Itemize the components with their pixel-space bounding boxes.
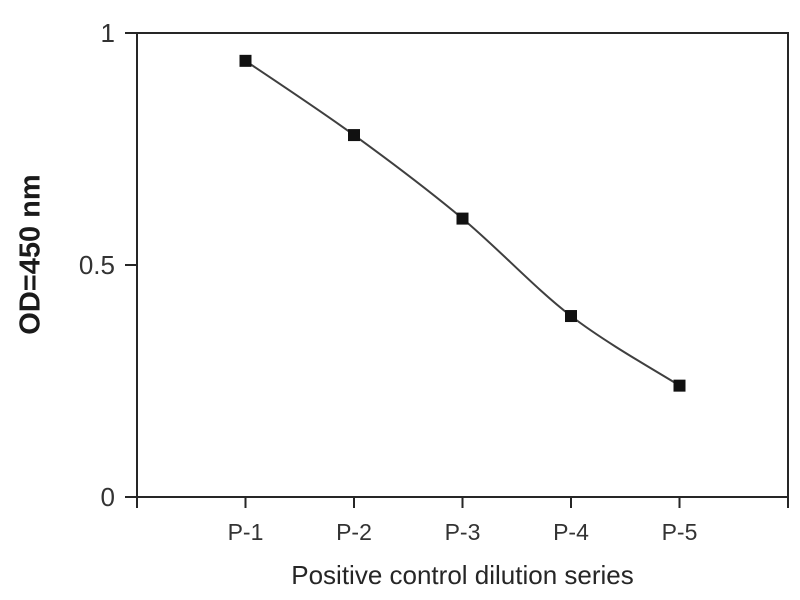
data-point-marker [673, 379, 686, 392]
x-axis-title: Positive control dilution series [291, 560, 634, 590]
y-tick-label: 0 [101, 482, 115, 512]
data-point-marker [565, 310, 577, 323]
x-tick-label: P-1 [228, 519, 264, 545]
data-point-marker [456, 212, 469, 225]
data-point-marker [348, 129, 360, 142]
x-tick-label: P-4 [553, 519, 589, 545]
x-tick-label: P-3 [445, 519, 481, 545]
plot-area [136, 32, 789, 498]
x-tick-label: P-2 [336, 519, 372, 545]
y-tick-label: 1 [101, 18, 115, 48]
x-tick-label: P-5 [662, 519, 698, 545]
y-tick-label: 0.5 [79, 250, 115, 280]
data-point-marker [239, 54, 252, 67]
y-axis-title: OD=450 nm [14, 174, 47, 335]
